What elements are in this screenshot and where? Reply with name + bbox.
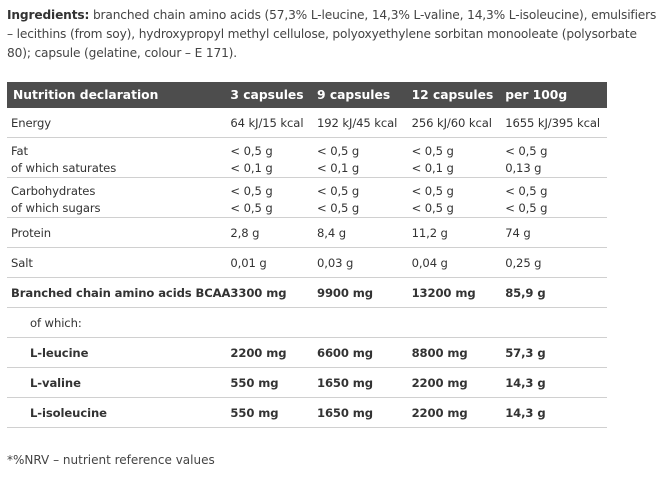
header-9-capsules: 9 capsules [317, 82, 412, 108]
cell-per-100g: 74 g [505, 225, 531, 240]
header-per-100g: per 100g [505, 82, 607, 108]
cell-per-100g: < 0,5 g 0,13 g [505, 138, 607, 178]
cell-9-capsules: 0,03 g [317, 255, 354, 270]
cell-3-capsules: 3300 mg [230, 285, 287, 300]
cell-per-100g: < 0,5 g < 0,5 g [505, 178, 607, 218]
cell-3-capsules: 2200 mg [230, 345, 287, 360]
row-label: Energy [11, 115, 51, 130]
row-label: L-leucine [30, 345, 89, 360]
header-3-capsules: 3 capsules [230, 82, 317, 108]
value: < 0,5 g [505, 144, 548, 158]
sub-value: < 0,5 g [411, 201, 454, 215]
table-row-salt: Salt 0,01 g 0,03 g 0,04 g 0,25 g [7, 248, 607, 278]
saturates-label: of which saturates [11, 161, 117, 175]
cell-12-capsules: 2200 mg [411, 375, 468, 390]
cell-9-capsules: < 0,5 g < 0,5 g [317, 178, 412, 218]
cell-9-capsules [317, 308, 412, 338]
cell-per-100g [505, 308, 607, 338]
row-label: of which: [30, 315, 82, 330]
table-row-of-which: of which: [7, 308, 607, 338]
cell-12-capsules: 13200 mg [411, 285, 476, 300]
sub-value: < 0,1 g [317, 161, 360, 175]
sub-value: < 0,5 g [230, 201, 273, 215]
cell-9-capsules: 9900 mg [317, 285, 373, 300]
cell-per-100g: 1655 kJ/395 kcal [505, 115, 601, 130]
table-row-protein: Protein 2,8 g 8,4 g 11,2 g 74 g [7, 218, 607, 248]
cell-9-capsules: 1650 mg [317, 405, 373, 420]
nrv-footnote: *%NRV – nutrient reference values [7, 453, 215, 467]
cell-per-100g: 14,3 g [505, 405, 546, 420]
cell-3-capsules: 550 mg [230, 405, 279, 420]
table-row-l-leucine: L-leucine 2200 mg 6600 mg 8800 mg 57,3 g [7, 338, 607, 368]
cell-3-capsules: 0,01 g [230, 255, 267, 270]
cell-12-capsules: 256 kJ/60 kcal [411, 115, 492, 130]
value: < 0,5 g [230, 144, 273, 158]
row-label: L-valine [30, 375, 81, 390]
header-nutrition-declaration: Nutrition declaration [7, 82, 231, 108]
cell-9-capsules: 8,4 g [317, 225, 346, 240]
cell-per-100g: 14,3 g [505, 375, 546, 390]
cell-9-capsules: 1650 mg [317, 375, 373, 390]
cell-12-capsules: < 0,5 g < 0,1 g [412, 138, 506, 178]
sub-value: < 0,5 g [505, 201, 548, 215]
table-row-fat: Fat of which saturates < 0,5 g < 0,1 g < 0… [7, 138, 607, 178]
ingredients-list: branched chain amino acids (57,3% L-leuc… [7, 8, 657, 60]
sub-value: < 0,1 g [230, 161, 273, 175]
sub-value: 0,13 g [505, 161, 542, 175]
cell-3-capsules [230, 308, 317, 338]
cell-9-capsules: 192 kJ/45 kcal [317, 115, 398, 130]
value: < 0,5 g [505, 184, 548, 198]
row-label: Protein [11, 225, 51, 240]
value: < 0,5 g [411, 144, 454, 158]
table-row-carbohydrates: Carbohydrates of which sugars < 0,5 g < 0,… [7, 178, 607, 218]
cell-3-capsules: 2,8 g [230, 225, 260, 240]
cell-12-capsules: 8800 mg [411, 345, 468, 360]
row-label: L-isoleucine [30, 405, 107, 420]
ingredients-text: Ingredients: branched chain amino acids … [7, 6, 659, 63]
nutrition-table: Nutrition declaration 3 capsules 9 capsu… [7, 82, 607, 428]
header-12-capsules: 12 capsules [411, 82, 506, 108]
sugars-label: of which sugars [11, 201, 101, 215]
cell-12-capsules: 2200 mg [411, 405, 468, 420]
row-label: Fat of which saturates [7, 138, 230, 178]
cell-per-100g: 0,25 g [505, 255, 542, 270]
row-label: Salt [11, 255, 33, 270]
cell-9-capsules: 6600 mg [317, 345, 373, 360]
fat-label: Fat [11, 144, 28, 158]
carbohydrates-label: Carbohydrates [11, 184, 96, 198]
value: < 0,5 g [411, 184, 454, 198]
table-header-row: Nutrition declaration 3 capsules 9 capsu… [7, 82, 607, 108]
row-label: Carbohydrates of which sugars [7, 178, 230, 218]
cell-per-100g: 57,3 g [505, 345, 546, 360]
cell-3-capsules: < 0,5 g < 0,1 g [230, 138, 317, 178]
cell-3-capsules: 64 kJ/15 kcal [230, 115, 304, 130]
cell-12-capsules: 0,04 g [411, 255, 448, 270]
table-row-energy: Energy 64 kJ/15 kcal 192 kJ/45 kcal 256 … [7, 108, 607, 138]
cell-3-capsules: 550 mg [230, 375, 279, 390]
cell-9-capsules: < 0,5 g < 0,1 g [317, 138, 412, 178]
table-row-l-isoleucine: L-isoleucine 550 mg 1650 mg 2200 mg 14,3… [7, 398, 607, 428]
value: < 0,5 g [317, 184, 360, 198]
cell-per-100g: 85,9 g [505, 285, 546, 300]
table-row-l-valine: L-valine 550 mg 1650 mg 2200 mg 14,3 g [7, 368, 607, 398]
cell-12-capsules: 11,2 g [411, 225, 448, 240]
table-row-bcaa: Branched chain amino acids BCAA 3300 mg … [7, 278, 607, 308]
value: < 0,5 g [230, 184, 273, 198]
row-label: Branched chain amino acids BCAA [11, 285, 231, 300]
value: < 0,5 g [317, 144, 360, 158]
sub-value: < 0,5 g [317, 201, 360, 215]
cell-3-capsules: < 0,5 g < 0,5 g [230, 178, 317, 218]
ingredients-label: Ingredients: [7, 8, 90, 22]
cell-12-capsules: < 0,5 g < 0,5 g [412, 178, 506, 218]
cell-12-capsules [412, 308, 506, 338]
sub-value: < 0,1 g [411, 161, 454, 175]
